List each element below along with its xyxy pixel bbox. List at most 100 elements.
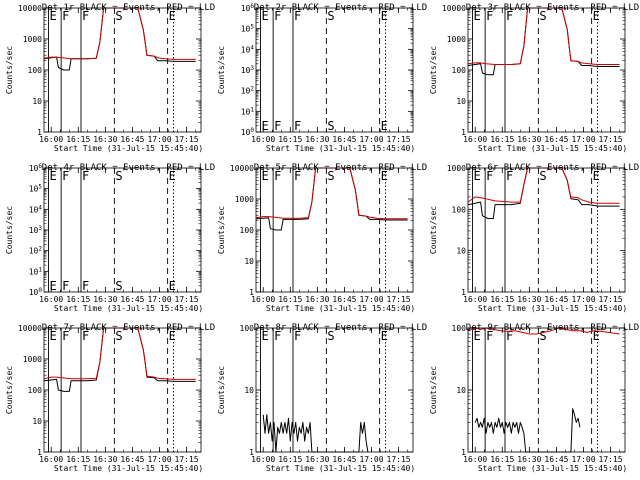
marker-label: S bbox=[327, 329, 334, 343]
x-tick-label: 16:45 bbox=[120, 295, 144, 304]
x-tick-label: 16:45 bbox=[120, 455, 144, 464]
x-tick-label: 17:00 bbox=[571, 455, 595, 464]
y-tick-label: 10 bbox=[456, 247, 466, 256]
y-tick-label: 1000 bbox=[447, 35, 466, 44]
x-tick-label: 17:15 bbox=[599, 135, 623, 144]
plot-frame bbox=[467, 167, 626, 293]
x-axis-label: Start Time (31-Jul-15 15:45:40) bbox=[54, 304, 203, 313]
x-tick-label: 16:30 bbox=[517, 295, 541, 304]
x-tick-label: 17:00 bbox=[359, 455, 383, 464]
y-tick-label: 1 bbox=[37, 448, 42, 457]
marker-label-bottom: E bbox=[262, 119, 269, 133]
x-tick-label: 16:00 bbox=[251, 295, 275, 304]
y-axis-label: Counts/sec bbox=[217, 206, 226, 254]
x-tick-label: 16:15 bbox=[278, 135, 302, 144]
marker-label: E bbox=[169, 9, 176, 23]
marker-label: F bbox=[82, 329, 89, 343]
marker-label: E bbox=[50, 169, 57, 183]
y-axis-label: Counts/sec bbox=[429, 206, 438, 254]
y-tick-label: 100 bbox=[28, 66, 43, 75]
y-axis-label: Counts/sec bbox=[429, 366, 438, 414]
x-tick-label: 16:15 bbox=[490, 135, 514, 144]
marker-label: S bbox=[327, 9, 334, 23]
marker-label-bottom: E bbox=[381, 119, 388, 133]
y-axis-label: Counts/sec bbox=[5, 206, 14, 254]
x-tick-label: 17:00 bbox=[147, 135, 171, 144]
marker-label: E bbox=[262, 169, 269, 183]
y-tick-label: 1000 bbox=[235, 195, 254, 204]
marker-label: F bbox=[274, 329, 281, 343]
x-axis-label: Start Time (31-Jul-15 15:45:40) bbox=[54, 144, 203, 153]
y-axis-label: Counts/sec bbox=[5, 46, 14, 94]
y-tick-label: 1 bbox=[249, 448, 254, 457]
y-tick-label: 104 bbox=[241, 44, 255, 54]
y-tick-label: 1 bbox=[37, 128, 42, 137]
marker-label: F bbox=[82, 169, 89, 183]
x-tick-label: 17:15 bbox=[175, 295, 199, 304]
plot-frame bbox=[43, 327, 202, 453]
y-tick-label: 104 bbox=[29, 204, 43, 214]
y-tick-label: 10000 bbox=[18, 324, 42, 333]
y-tick-label: 1 bbox=[461, 448, 466, 457]
y-tick-label: 105 bbox=[29, 184, 43, 194]
marker-label: F bbox=[506, 9, 513, 23]
marker-label: F bbox=[62, 169, 69, 183]
y-axis-label: Counts/sec bbox=[429, 46, 438, 94]
marker-label: F bbox=[294, 169, 301, 183]
y-tick-label: 10 bbox=[456, 97, 466, 106]
y-tick-label: 103 bbox=[241, 65, 255, 75]
marker-label: F bbox=[294, 9, 301, 23]
x-tick-label: 16:30 bbox=[517, 135, 541, 144]
series-events bbox=[262, 414, 369, 453]
marker-label: F bbox=[486, 169, 493, 183]
y-axis-label: Counts/sec bbox=[217, 46, 226, 94]
series-lld bbox=[467, 327, 620, 335]
y-tick-label: 103 bbox=[29, 225, 43, 235]
x-tick-label: 16:00 bbox=[463, 455, 487, 464]
y-tick-label: 106 bbox=[29, 163, 43, 173]
x-tick-label: 16:45 bbox=[332, 455, 356, 464]
y-tick-label: 100 bbox=[28, 386, 43, 395]
x-tick-label: 17:15 bbox=[175, 455, 199, 464]
y-tick-label: 1000 bbox=[23, 355, 42, 364]
y-tick-label: 105 bbox=[241, 24, 255, 34]
x-tick-label: 16:00 bbox=[463, 295, 487, 304]
marker-label: E bbox=[381, 329, 388, 343]
y-tick-label: 100 bbox=[241, 127, 255, 137]
marker-label-bottom: E bbox=[169, 279, 176, 293]
x-tick-label: 16:15 bbox=[66, 295, 90, 304]
plot-frame bbox=[255, 7, 414, 133]
y-tick-label: 100 bbox=[29, 287, 43, 297]
x-tick-label: 16:30 bbox=[93, 455, 117, 464]
marker-label: F bbox=[274, 169, 281, 183]
y-tick-label: 1000 bbox=[23, 35, 42, 44]
x-tick-label: 17:15 bbox=[387, 455, 411, 464]
x-tick-label: 16:00 bbox=[39, 135, 63, 144]
x-tick-label: 16:45 bbox=[332, 295, 356, 304]
marker-label-bottom: S bbox=[327, 119, 334, 133]
x-tick-label: 16:15 bbox=[490, 295, 514, 304]
y-tick-label: 10 bbox=[32, 417, 42, 426]
y-tick-label: 10000 bbox=[442, 4, 466, 13]
x-tick-label: 16:30 bbox=[305, 295, 329, 304]
y-tick-label: 1 bbox=[461, 288, 466, 297]
y-tick-label: 1 bbox=[461, 128, 466, 137]
marker-label: E bbox=[593, 329, 600, 343]
marker-label: E bbox=[474, 9, 481, 23]
marker-label-bottom: F bbox=[274, 119, 281, 133]
x-tick-label: 17:00 bbox=[147, 455, 171, 464]
x-tick-label: 16:30 bbox=[305, 455, 329, 464]
y-tick-label: 106 bbox=[241, 3, 255, 13]
marker-label: F bbox=[294, 329, 301, 343]
x-tick-label: 16:15 bbox=[278, 295, 302, 304]
y-tick-label: 100 bbox=[452, 205, 467, 214]
marker-label-bottom: F bbox=[82, 279, 89, 293]
marker-label: F bbox=[486, 9, 493, 23]
x-tick-label: 16:15 bbox=[490, 455, 514, 464]
x-tick-label: 17:15 bbox=[387, 295, 411, 304]
